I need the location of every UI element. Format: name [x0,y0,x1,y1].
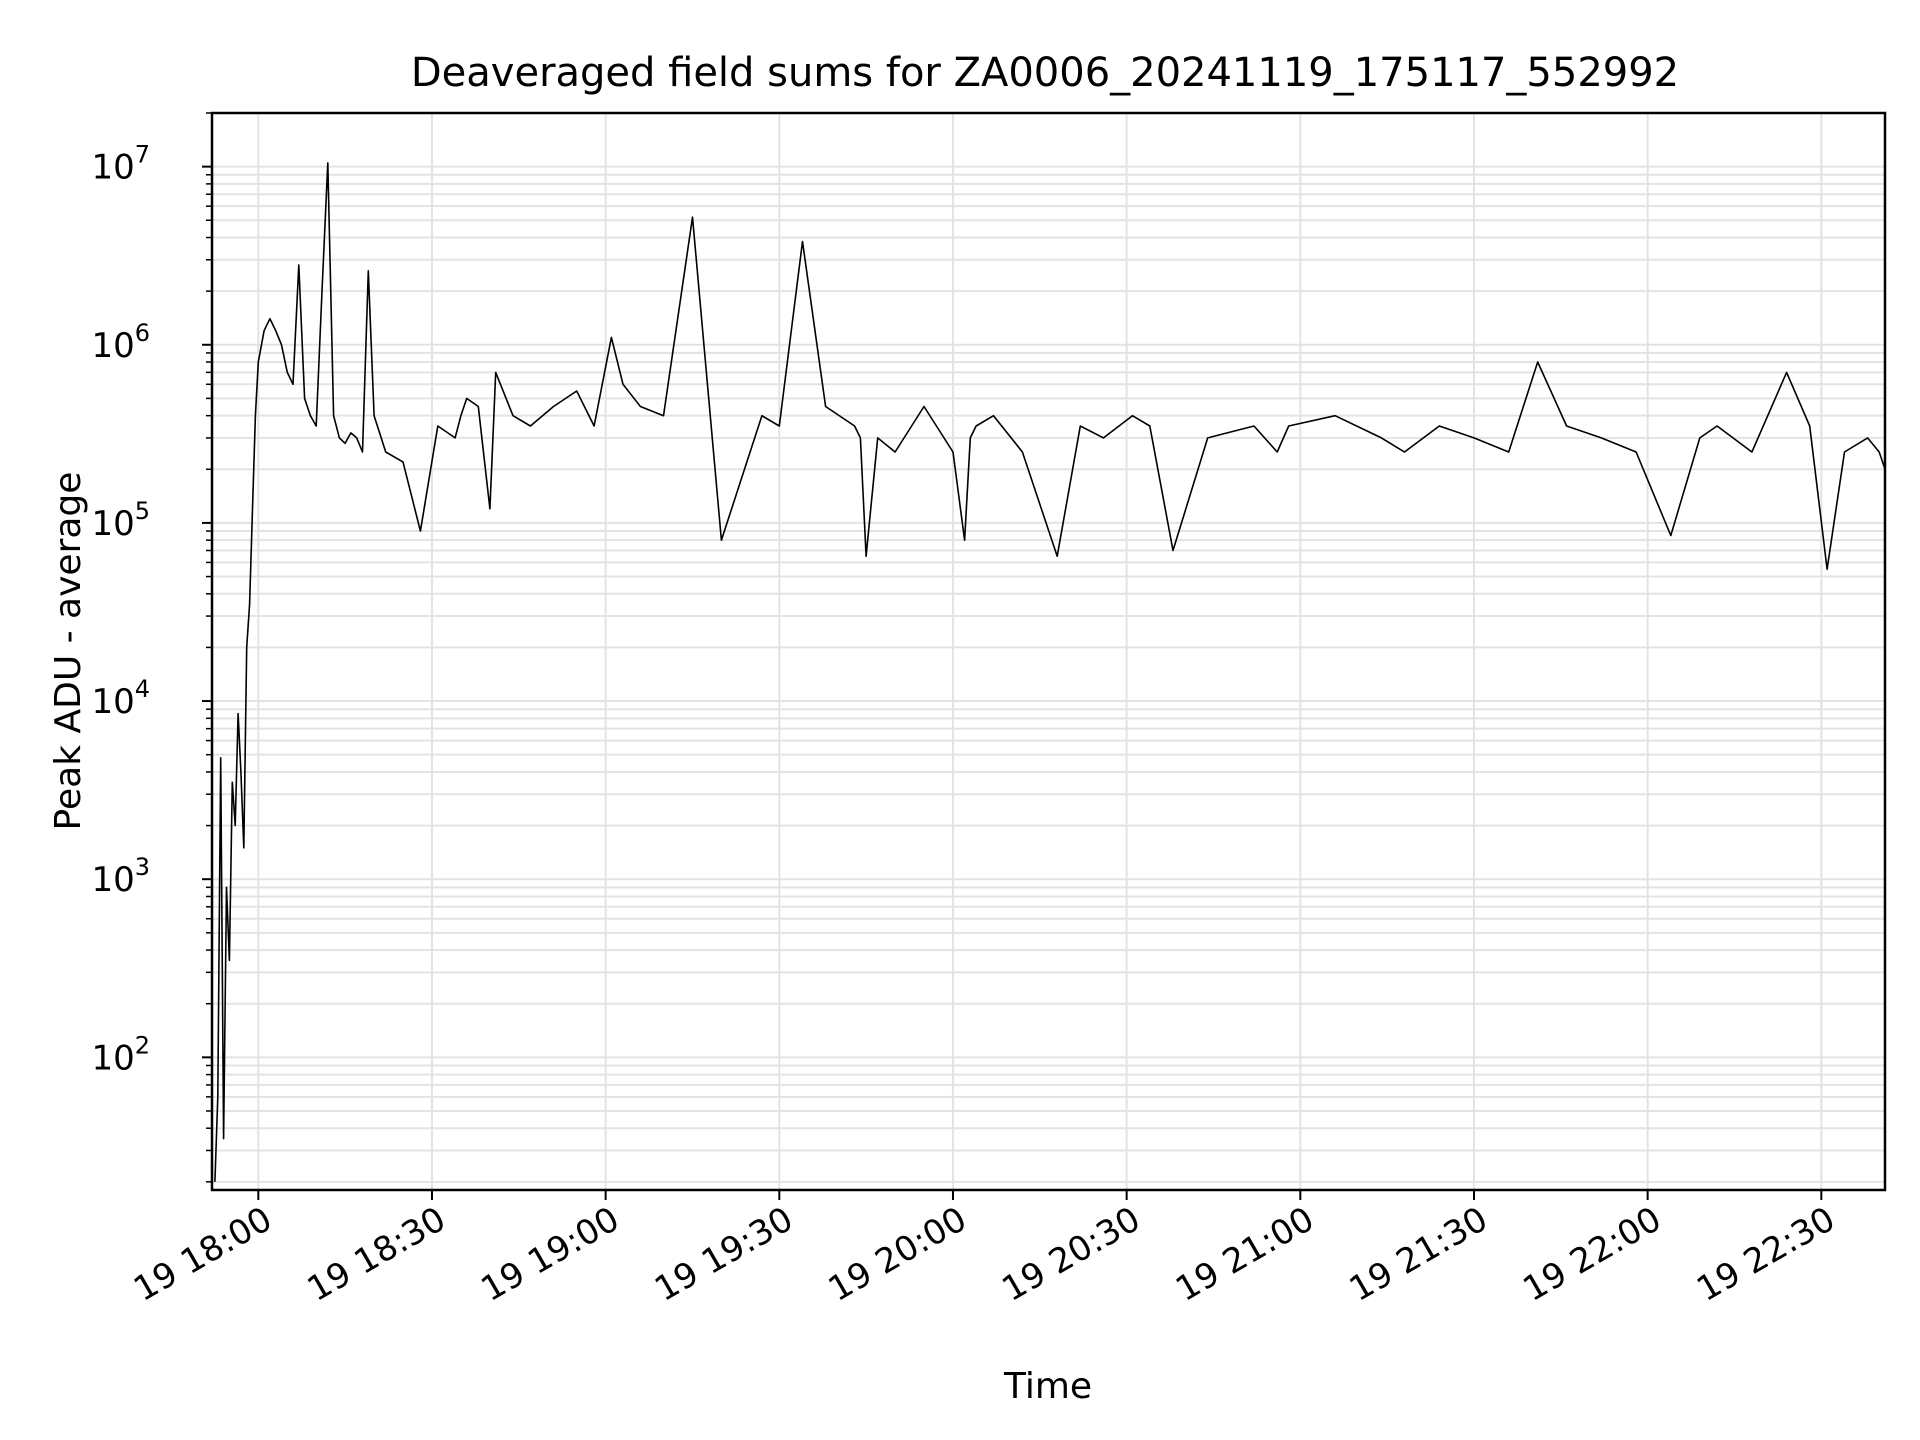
y-tick-base: 10 [91,504,134,544]
y-tick-base: 10 [91,860,134,900]
series-line [214,162,1886,1182]
y-tick-base: 10 [91,1038,134,1078]
y-tick-exponent: 5 [135,497,150,525]
y-tick-exponent: 6 [135,319,150,347]
grid [212,112,1885,1190]
y-tick-exponent: 4 [135,675,150,703]
series-layer [214,162,1886,1182]
y-tick-label: 102 [91,1031,150,1078]
y-tick-label: 103 [91,853,150,900]
y-tick-label: 105 [91,497,150,544]
y-tick-base: 10 [91,682,134,722]
x-tick-label: 19 19:30 [648,1199,800,1310]
x-tick-label: 19 21:00 [1169,1199,1321,1310]
y-tick-label: 107 [91,141,150,188]
y-tick-label: 104 [91,675,150,722]
y-tick-exponent: 3 [135,853,150,881]
y-axis-label: Peak ADU - average [48,472,89,831]
x-axis: 19 18:00 19 18:30 19 19:00 19 19:30 19 20:00… [127,1190,1842,1310]
x-tick-label: 19 18:30 [301,1199,453,1310]
chart-title: Deaveraged field sums for ZA0006_2024111… [411,50,1679,96]
x-tick-label: 19 18:00 [127,1199,279,1310]
x-tick-label: 19 21:30 [1343,1199,1495,1310]
y-tick-base: 10 [91,148,134,188]
x-tick-label: 19 20:30 [995,1199,1147,1310]
y-tick-exponent: 2 [135,1031,150,1059]
x-tick-label: 19 19:00 [474,1199,626,1310]
plot-frame [210,111,1887,1192]
x-axis-label: Time [1003,1366,1092,1407]
x-tick-label: 19 22:30 [1690,1199,1842,1310]
x-tick-label: 19 20:00 [822,1199,974,1310]
y-tick-base: 10 [91,326,134,366]
y-tick-label: 106 [91,319,150,366]
y-tick-exponent: 7 [135,141,150,169]
x-tick-label: 19 22:00 [1516,1199,1668,1310]
